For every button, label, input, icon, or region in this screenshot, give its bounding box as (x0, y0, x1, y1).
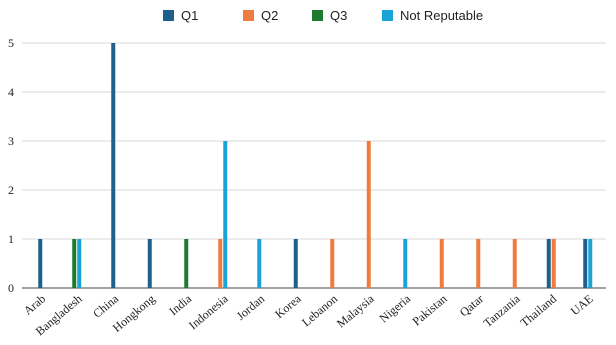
legend-label-q3: Q3 (330, 8, 347, 23)
x-tick-label-china: China (90, 291, 121, 321)
bar-thailand-q1 (546, 239, 551, 288)
bar-korea-q1 (293, 239, 298, 288)
x-tick-label-uae: UAE (568, 292, 596, 319)
x-tick-label-nigeria: Nigeria (377, 291, 414, 325)
bar-jordan-not-reputable (257, 239, 262, 288)
x-tick-label-indonesia: Indonesia (186, 291, 231, 332)
y-tick-label-5: 5 (8, 36, 14, 50)
legend-swatch-q3 (312, 10, 323, 21)
bar-bangladesh-not-reputable (77, 239, 82, 288)
x-tick-label-pakistan: Pakistan (410, 292, 450, 329)
bar-uae-q1 (583, 239, 588, 288)
y-tick-label-4: 4 (8, 85, 14, 99)
x-tick-label-korea: Korea (272, 291, 304, 321)
legend-label-q2: Q2 (261, 8, 278, 23)
bar-malaysia-q2 (366, 141, 371, 288)
y-tick-label-1: 1 (8, 232, 14, 246)
legend-swatch-q2 (243, 10, 254, 21)
gridlines (22, 42, 606, 289)
bar-indonesia-q2 (218, 239, 223, 288)
y-axis-ticks: 0 1 2 3 4 5 (8, 36, 14, 295)
bar-india-q3 (184, 239, 189, 288)
x-tick-label-jordan: Jordan (234, 292, 268, 323)
x-tick-label-lebanon: Lebanon (299, 292, 340, 330)
y-tick-label-0: 0 (8, 281, 14, 295)
bar-pakistan-q2 (439, 239, 444, 288)
bar-china-q1 (111, 43, 116, 288)
bar-indonesia-not-reputable (223, 141, 228, 288)
bar-nigeria-not-reputable (403, 239, 408, 288)
bar-tanzania-q2 (512, 239, 517, 288)
x-tick-label-arab: Arab (21, 292, 48, 318)
x-tick-label-qatar: Qatar (457, 292, 486, 320)
legend-label-q1: Q1 (181, 8, 198, 23)
bar-thailand-q2 (551, 239, 556, 288)
bar-uae-not-reputable (588, 239, 593, 288)
bar-hongkong-q1 (147, 239, 152, 288)
x-tick-label-thailand: Thailand (518, 292, 560, 330)
bar-qatar-q2 (476, 239, 481, 288)
legend: Q1 Q2 Q3 Not Reputable (163, 8, 483, 23)
x-tick-label-india: India (166, 291, 194, 318)
bar-arab-q1 (38, 239, 43, 288)
legend-label-not-reputable: Not Reputable (400, 8, 483, 23)
bar-lebanon-q2 (330, 239, 335, 288)
bars (38, 43, 593, 288)
x-tick-label-malaysia: Malaysia (334, 291, 377, 330)
legend-swatch-q1 (163, 10, 174, 21)
y-tick-label-2: 2 (8, 183, 14, 197)
legend-swatch-not-reputable (382, 10, 393, 21)
y-tick-label-3: 3 (8, 134, 14, 148)
x-tick-label-tanzania: Tanzania (481, 291, 524, 330)
bar-bangladesh-q3 (72, 239, 77, 288)
